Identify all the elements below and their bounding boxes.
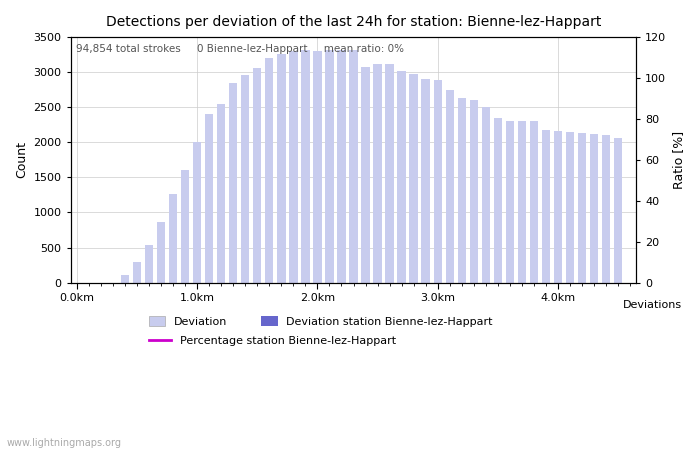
- Bar: [301, 50, 309, 283]
- Y-axis label: Count: Count: [15, 141, 28, 178]
- Text: www.lightningmaps.org: www.lightningmaps.org: [7, 437, 122, 447]
- Bar: [518, 121, 526, 283]
- Bar: [289, 51, 298, 283]
- Bar: [554, 131, 562, 283]
- Bar: [120, 275, 129, 283]
- Bar: [482, 107, 490, 283]
- Legend: Percentage station Bienne-lez-Happart: Percentage station Bienne-lez-Happart: [144, 332, 400, 351]
- Bar: [217, 104, 225, 283]
- Bar: [205, 113, 214, 283]
- Bar: [494, 118, 502, 283]
- Bar: [433, 80, 442, 283]
- Bar: [337, 50, 346, 283]
- Text: Deviations: Deviations: [622, 300, 682, 310]
- Bar: [542, 130, 550, 283]
- Bar: [398, 72, 406, 283]
- Bar: [326, 50, 334, 283]
- Bar: [193, 142, 202, 283]
- Bar: [349, 50, 358, 283]
- Bar: [181, 170, 189, 283]
- Bar: [470, 100, 478, 283]
- Bar: [505, 121, 514, 283]
- Bar: [614, 138, 622, 283]
- Bar: [530, 122, 538, 283]
- Bar: [446, 90, 454, 283]
- Bar: [277, 54, 286, 283]
- Text: 94,854 total strokes     0 Bienne-lez-Happart     mean ratio: 0%: 94,854 total strokes 0 Bienne-lez-Happar…: [76, 45, 405, 54]
- Bar: [169, 194, 177, 283]
- Bar: [265, 58, 274, 283]
- Bar: [421, 79, 430, 283]
- Bar: [157, 221, 165, 283]
- Title: Detections per deviation of the last 24h for station: Bienne-lez-Happart: Detections per deviation of the last 24h…: [106, 15, 601, 29]
- Bar: [133, 262, 141, 283]
- Bar: [241, 75, 249, 283]
- Bar: [373, 64, 382, 283]
- Bar: [253, 68, 261, 283]
- Bar: [229, 83, 237, 283]
- Bar: [602, 135, 610, 283]
- Y-axis label: Ratio [%]: Ratio [%]: [672, 131, 685, 189]
- Bar: [458, 98, 466, 283]
- Bar: [578, 133, 587, 283]
- Bar: [590, 134, 598, 283]
- Bar: [145, 245, 153, 283]
- Bar: [410, 74, 418, 283]
- Bar: [313, 51, 321, 283]
- Bar: [386, 64, 394, 283]
- Bar: [566, 132, 574, 283]
- Bar: [361, 67, 370, 283]
